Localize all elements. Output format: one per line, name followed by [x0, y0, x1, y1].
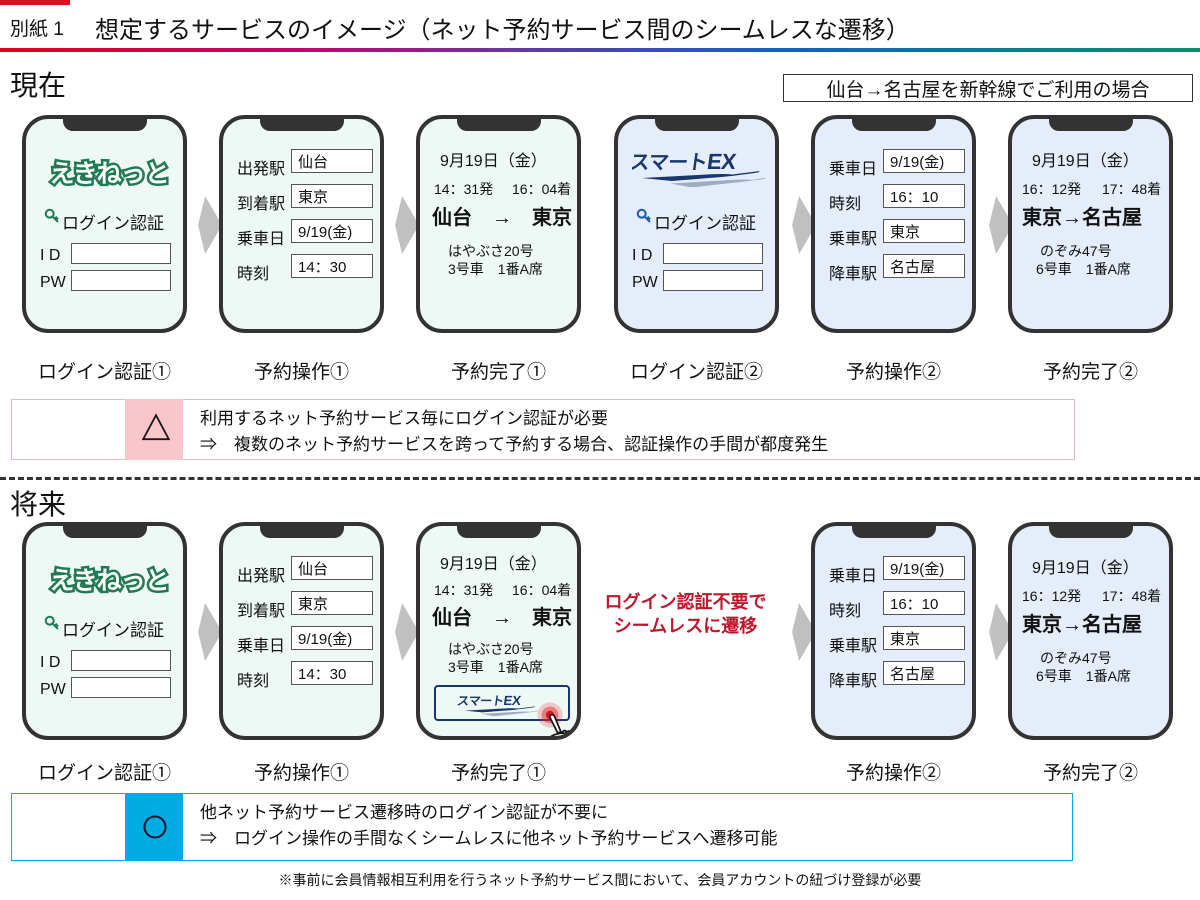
svg-text:えきねっと: えきねっと — [49, 567, 168, 595]
svg-text:えきねっと: えきねっと — [49, 160, 168, 188]
svg-text:スマートEX: スマートEX — [632, 149, 738, 174]
svg-text:スマートEX: スマートEX — [456, 693, 522, 708]
